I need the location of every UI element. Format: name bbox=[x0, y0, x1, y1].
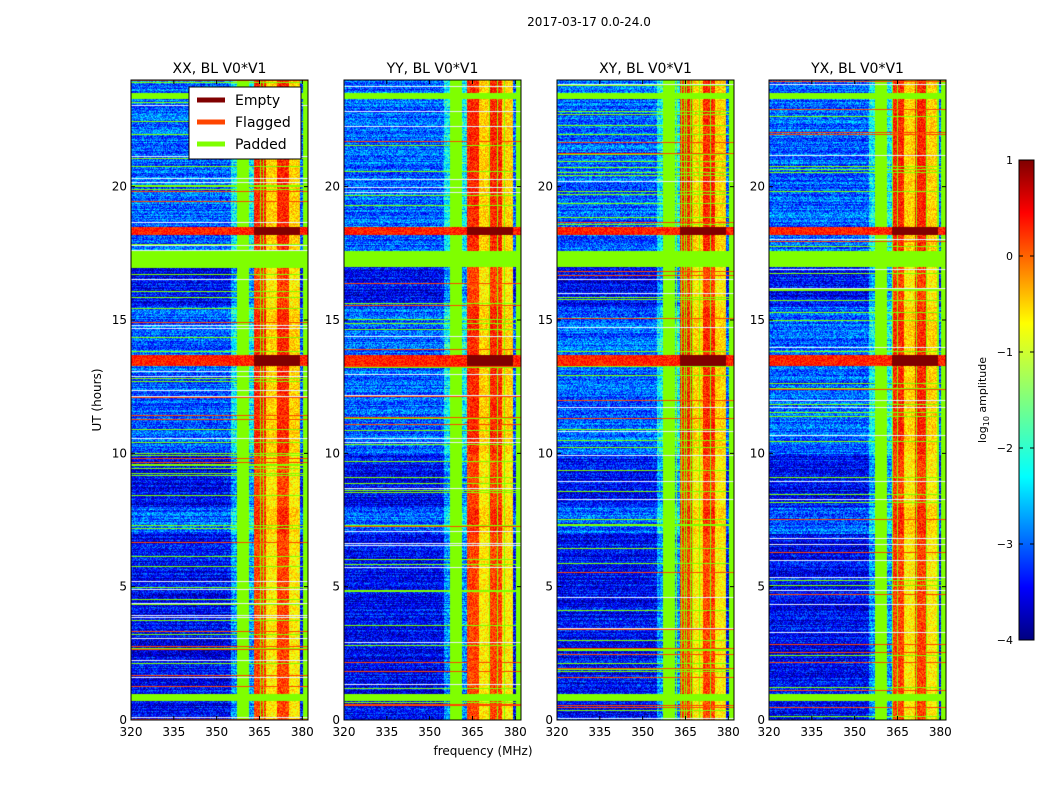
y-tick-label: 10 bbox=[750, 446, 765, 460]
panel-1: YY, BL V0*V1 320 335 350 365 380 0 5 10 15 20 bbox=[325, 61, 527, 739]
x-tick-label: 380 bbox=[929, 725, 952, 739]
axes-frame bbox=[343, 79, 522, 721]
colorbar-tick-label: −2 bbox=[997, 442, 1013, 455]
x-tick-label: 350 bbox=[418, 725, 441, 739]
x-tick-label: 365 bbox=[674, 725, 697, 739]
x-tick-label: 335 bbox=[375, 725, 398, 739]
x-axis-label: frequency (MHz) bbox=[433, 744, 532, 758]
y-tick-label: 10 bbox=[112, 446, 127, 460]
legend-label: Padded bbox=[235, 137, 287, 153]
y-tick-label: 5 bbox=[332, 580, 340, 594]
colorbar-label-rest: amplitude bbox=[976, 357, 989, 416]
colorbar-tick-label: −1 bbox=[997, 346, 1013, 359]
panel-3: YX, BL V0*V1 320 335 350 365 380 0 5 10 15 20 bbox=[750, 61, 952, 739]
x-tick-label: 320 bbox=[120, 725, 143, 739]
x-tick-label: 365 bbox=[461, 725, 484, 739]
y-tick-label: 15 bbox=[538, 313, 553, 327]
axes-frame bbox=[556, 79, 735, 721]
x-tick-label: 320 bbox=[758, 725, 781, 739]
y-tick-label: 5 bbox=[757, 580, 765, 594]
y-tick-label: 0 bbox=[545, 713, 553, 727]
y-tick-label: 15 bbox=[112, 313, 127, 327]
x-tick-label: 335 bbox=[800, 725, 823, 739]
x-tick-label: 365 bbox=[886, 725, 909, 739]
x-tick-label: 350 bbox=[631, 725, 654, 739]
panel-title: YY, BL V0*V1 bbox=[386, 61, 479, 77]
heatmap-image bbox=[769, 80, 946, 720]
y-tick-label: 20 bbox=[112, 180, 127, 194]
y-tick-label: 20 bbox=[750, 180, 765, 194]
x-tick-label: 380 bbox=[504, 725, 527, 739]
x-tick-label: 350 bbox=[843, 725, 866, 739]
y-tick-label: 10 bbox=[538, 446, 553, 460]
colorbar-tick-label: −3 bbox=[997, 538, 1013, 551]
x-tick-label: 380 bbox=[291, 725, 314, 739]
y-tick-label: 15 bbox=[325, 313, 340, 327]
panel-title: XY, BL V0*V1 bbox=[599, 61, 692, 77]
colorbar-ticks: 1 0 −1 −2 −3 −4 bbox=[997, 154, 1034, 647]
figure-title: 2017-03-17 0.0-24.0 bbox=[527, 15, 651, 29]
y-tick-label: 0 bbox=[119, 713, 127, 727]
colorbar-gradient bbox=[1018, 159, 1035, 641]
y-tick-label: 20 bbox=[325, 180, 340, 194]
x-tick-label: 320 bbox=[333, 725, 356, 739]
y-tick-label: 0 bbox=[332, 713, 340, 727]
colorbar: 10−1−2−3−4 log10 amplitude bbox=[976, 154, 1035, 647]
x-tick-label: 320 bbox=[546, 725, 569, 739]
colorbar-label-base: log bbox=[976, 426, 989, 443]
y-tick-label: 5 bbox=[119, 580, 127, 594]
y-tick-label: 5 bbox=[545, 580, 553, 594]
panel-0: XX, BL V0*V1 320 335 350 365 380 0 5 10 15 20 bbox=[112, 61, 314, 739]
y-tick-label: 20 bbox=[538, 180, 553, 194]
colorbar-label: log10 amplitude bbox=[976, 357, 991, 443]
x-tick-label: 365 bbox=[248, 725, 271, 739]
legend-label: Empty bbox=[235, 93, 280, 109]
panel-2: XY, BL V0*V1 320 335 350 365 380 0 5 10 15 20 bbox=[538, 61, 740, 739]
x-tick-label: 350 bbox=[205, 725, 228, 739]
colorbar-label-subscript: 10 bbox=[982, 416, 991, 426]
x-tick-label: 380 bbox=[717, 725, 740, 739]
y-tick-label: 10 bbox=[325, 446, 340, 460]
x-tick-label: 335 bbox=[162, 725, 185, 739]
axes-frame bbox=[768, 79, 947, 721]
y-axis-label: UT (hours) bbox=[90, 368, 104, 431]
heatmap-image bbox=[557, 80, 734, 720]
heatmap-image bbox=[344, 80, 521, 720]
colorbar-tick-label: 1 bbox=[1006, 154, 1013, 167]
heatmap-image bbox=[131, 80, 308, 720]
legend-label: Flagged bbox=[235, 115, 291, 131]
colorbar-tick-label: 0 bbox=[1006, 250, 1013, 263]
x-tick-label: 335 bbox=[588, 725, 611, 739]
axes-frame bbox=[130, 79, 309, 721]
y-tick-label: 15 bbox=[750, 313, 765, 327]
y-tick-label: 0 bbox=[757, 713, 765, 727]
legend: Empty Flagged Padded bbox=[188, 86, 302, 160]
panel-title: YX, BL V0*V1 bbox=[810, 61, 904, 77]
panel-title: XX, BL V0*V1 bbox=[173, 61, 267, 77]
colorbar-tick-label: −4 bbox=[997, 634, 1013, 647]
